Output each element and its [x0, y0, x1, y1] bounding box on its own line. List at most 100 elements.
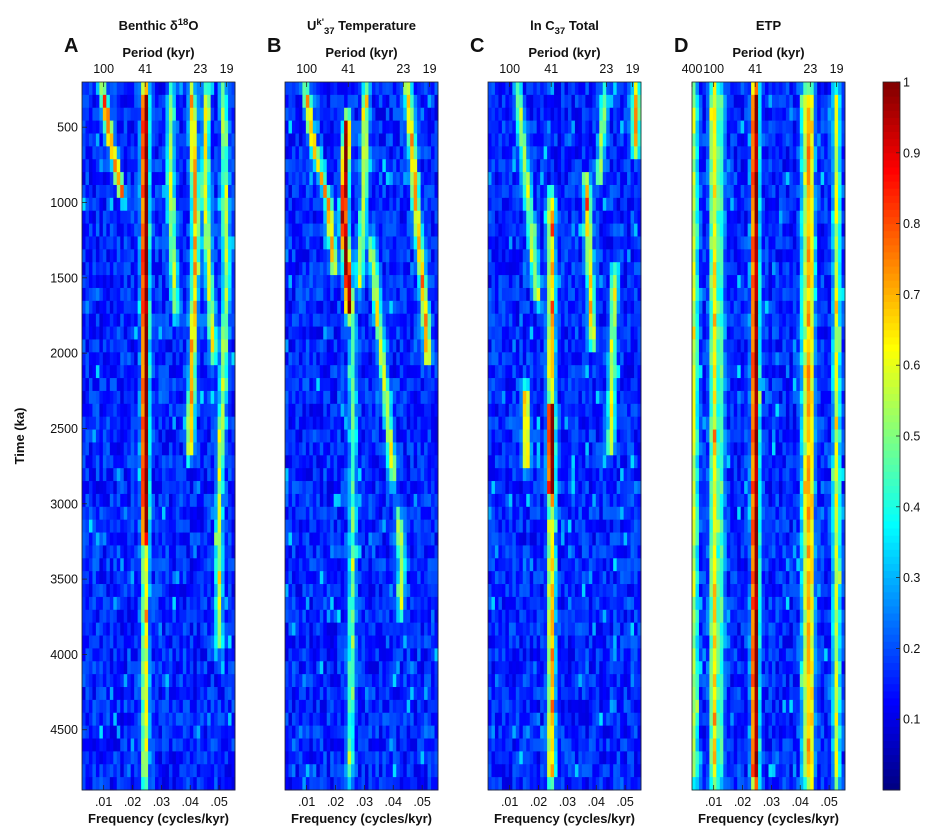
- heatmap-cell: [427, 82, 432, 96]
- heatmap-cell: [116, 584, 121, 598]
- heatmap-cell: [203, 146, 208, 160]
- heatmap-cell: [319, 596, 324, 611]
- heatmap-cell: [99, 725, 104, 739]
- heatmap-cell: [172, 738, 177, 752]
- heatmap-cell: [113, 197, 118, 212]
- heatmap-cell: [207, 506, 212, 521]
- heatmap-cell: [165, 777, 170, 791]
- heatmap-cell: [399, 120, 404, 134]
- heatmap-cell: [431, 416, 435, 430]
- heatmap-cell: [88, 777, 93, 791]
- heatmap-cell: [291, 442, 296, 456]
- heatmap-cell: [106, 584, 111, 598]
- heatmap-cell: [123, 378, 128, 392]
- heatmap-cell: [85, 738, 90, 752]
- heatmap-cell: [193, 674, 198, 688]
- heatmap-cell: [319, 648, 324, 662]
- heatmap-cell: [424, 493, 428, 508]
- heatmap-cell: [137, 635, 142, 649]
- heatmap-cell: [399, 442, 404, 456]
- heatmap-cell: [193, 275, 198, 289]
- heatmap-cell: [82, 352, 86, 366]
- heatmap-cell: [99, 777, 104, 791]
- heatmap-cell: [319, 455, 324, 469]
- heatmap-cell: [368, 674, 373, 688]
- heatmap-cell: [155, 622, 159, 636]
- heatmap-cell: [434, 94, 439, 109]
- heatmap-cell: [134, 390, 139, 405]
- heatmap-cell: [130, 571, 135, 585]
- heatmap-cell: [189, 326, 194, 340]
- heatmap-cell: [389, 236, 394, 250]
- heatmap-cell: [203, 236, 208, 250]
- heatmap-cell: [319, 326, 324, 340]
- heatmap-cell: [326, 622, 331, 636]
- heatmap-cell: [295, 416, 300, 430]
- heatmap-cell: [165, 236, 170, 250]
- heatmap-cell: [382, 545, 387, 559]
- heatmap-cell: [158, 403, 163, 418]
- heatmap-cell: [116, 455, 121, 469]
- heatmap-cell: [291, 622, 296, 636]
- heatmap-cell: [326, 777, 331, 791]
- heatmap-cell: [351, 146, 355, 160]
- heatmap-cell: [309, 390, 314, 405]
- heatmap-cell: [88, 184, 93, 199]
- heatmap-cell: [228, 455, 232, 469]
- heatmap-cell: [130, 236, 135, 250]
- heatmap-cell: [203, 262, 208, 276]
- heatmap-cell: [175, 712, 180, 727]
- heatmap-cell: [203, 455, 208, 469]
- heatmap-cell: [337, 403, 342, 418]
- heatmap-cell: [323, 596, 328, 611]
- heatmap-cell: [144, 262, 149, 276]
- heatmap-cell: [344, 764, 348, 778]
- heatmap-cell: [406, 94, 411, 109]
- heatmap-cell: [82, 648, 86, 662]
- heatmap-cell: [106, 622, 111, 636]
- heatmap-cell: [354, 481, 359, 495]
- panel-frame: [81, 81, 236, 791]
- heatmap-cell: [95, 159, 100, 173]
- heatmap-cell: [88, 584, 93, 598]
- heatmap-cell: [123, 442, 128, 456]
- heatmap-cell: [340, 378, 345, 392]
- heatmap-cell: [137, 712, 142, 727]
- heatmap-cell: [333, 120, 338, 134]
- heatmap-cell: [175, 210, 180, 224]
- heatmap-cell: [182, 751, 187, 765]
- heatmap-cell: [92, 249, 97, 263]
- heatmap-cell: [288, 197, 293, 212]
- heatmap-cell: [326, 378, 331, 392]
- heatmap-cell: [231, 352, 236, 366]
- heatmap-cell: [217, 365, 222, 379]
- heatmap-cell: [291, 532, 296, 546]
- heatmap-cell: [361, 416, 366, 430]
- heatmap-cell: [85, 416, 90, 430]
- heatmap-cell: [434, 275, 439, 289]
- heatmap-cell: [151, 558, 156, 572]
- heatmap-cell: [389, 159, 394, 173]
- heatmap-cell: [228, 506, 232, 521]
- heatmap-cell: [427, 107, 432, 122]
- heatmap-cell: [333, 416, 338, 430]
- heatmap-cell: [109, 596, 114, 611]
- heatmap-cell: [134, 596, 139, 611]
- heatmap-cell: [399, 184, 404, 199]
- heatmap-cell: [102, 519, 107, 533]
- heatmap-cell: [371, 378, 376, 392]
- heatmap-cell: [196, 596, 201, 611]
- heatmap-cell: [82, 674, 86, 688]
- heatmap-cell: [120, 82, 125, 96]
- heatmap-cell: [396, 571, 401, 585]
- heatmap-cell: [113, 558, 118, 572]
- heatmap-cell: [354, 622, 359, 636]
- heatmap-cell: [179, 262, 184, 276]
- heatmap-cell: [109, 352, 114, 366]
- heatmap-cell: [88, 455, 93, 469]
- heatmap-cell: [200, 172, 205, 186]
- heatmap-cell: [99, 661, 104, 675]
- heatmap-cell: [371, 197, 376, 212]
- heatmap-cell: [179, 236, 184, 250]
- heatmap-cell: [323, 532, 328, 546]
